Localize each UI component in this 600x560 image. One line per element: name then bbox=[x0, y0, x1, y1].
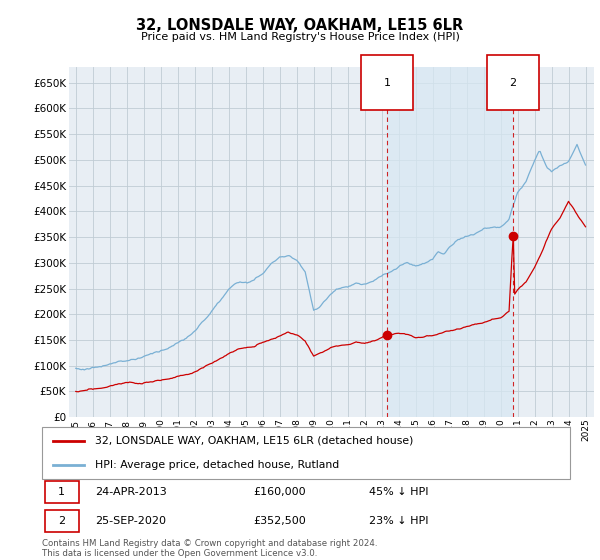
Text: 32, LONSDALE WAY, OAKHAM, LE15 6LR: 32, LONSDALE WAY, OAKHAM, LE15 6LR bbox=[136, 18, 464, 33]
Text: £160,000: £160,000 bbox=[253, 487, 306, 497]
Text: 25-SEP-2020: 25-SEP-2020 bbox=[95, 516, 166, 525]
Text: 32, LONSDALE WAY, OAKHAM, LE15 6LR (detached house): 32, LONSDALE WAY, OAKHAM, LE15 6LR (deta… bbox=[95, 436, 413, 446]
FancyBboxPatch shape bbox=[44, 481, 79, 503]
Text: 2: 2 bbox=[509, 78, 517, 88]
Text: 23% ↓ HPI: 23% ↓ HPI bbox=[370, 516, 429, 525]
Text: 2: 2 bbox=[58, 516, 65, 525]
Text: 1: 1 bbox=[383, 78, 391, 88]
Text: 45% ↓ HPI: 45% ↓ HPI bbox=[370, 487, 429, 497]
Text: £352,500: £352,500 bbox=[253, 516, 306, 525]
Text: HPI: Average price, detached house, Rutland: HPI: Average price, detached house, Rutl… bbox=[95, 460, 339, 470]
FancyBboxPatch shape bbox=[44, 510, 79, 531]
Bar bbox=[387, 67, 513, 417]
FancyBboxPatch shape bbox=[42, 427, 570, 479]
Text: 1: 1 bbox=[58, 487, 65, 497]
Text: Contains HM Land Registry data © Crown copyright and database right 2024.
This d: Contains HM Land Registry data © Crown c… bbox=[42, 539, 377, 558]
Text: Price paid vs. HM Land Registry's House Price Index (HPI): Price paid vs. HM Land Registry's House … bbox=[140, 32, 460, 42]
Text: 24-APR-2013: 24-APR-2013 bbox=[95, 487, 167, 497]
